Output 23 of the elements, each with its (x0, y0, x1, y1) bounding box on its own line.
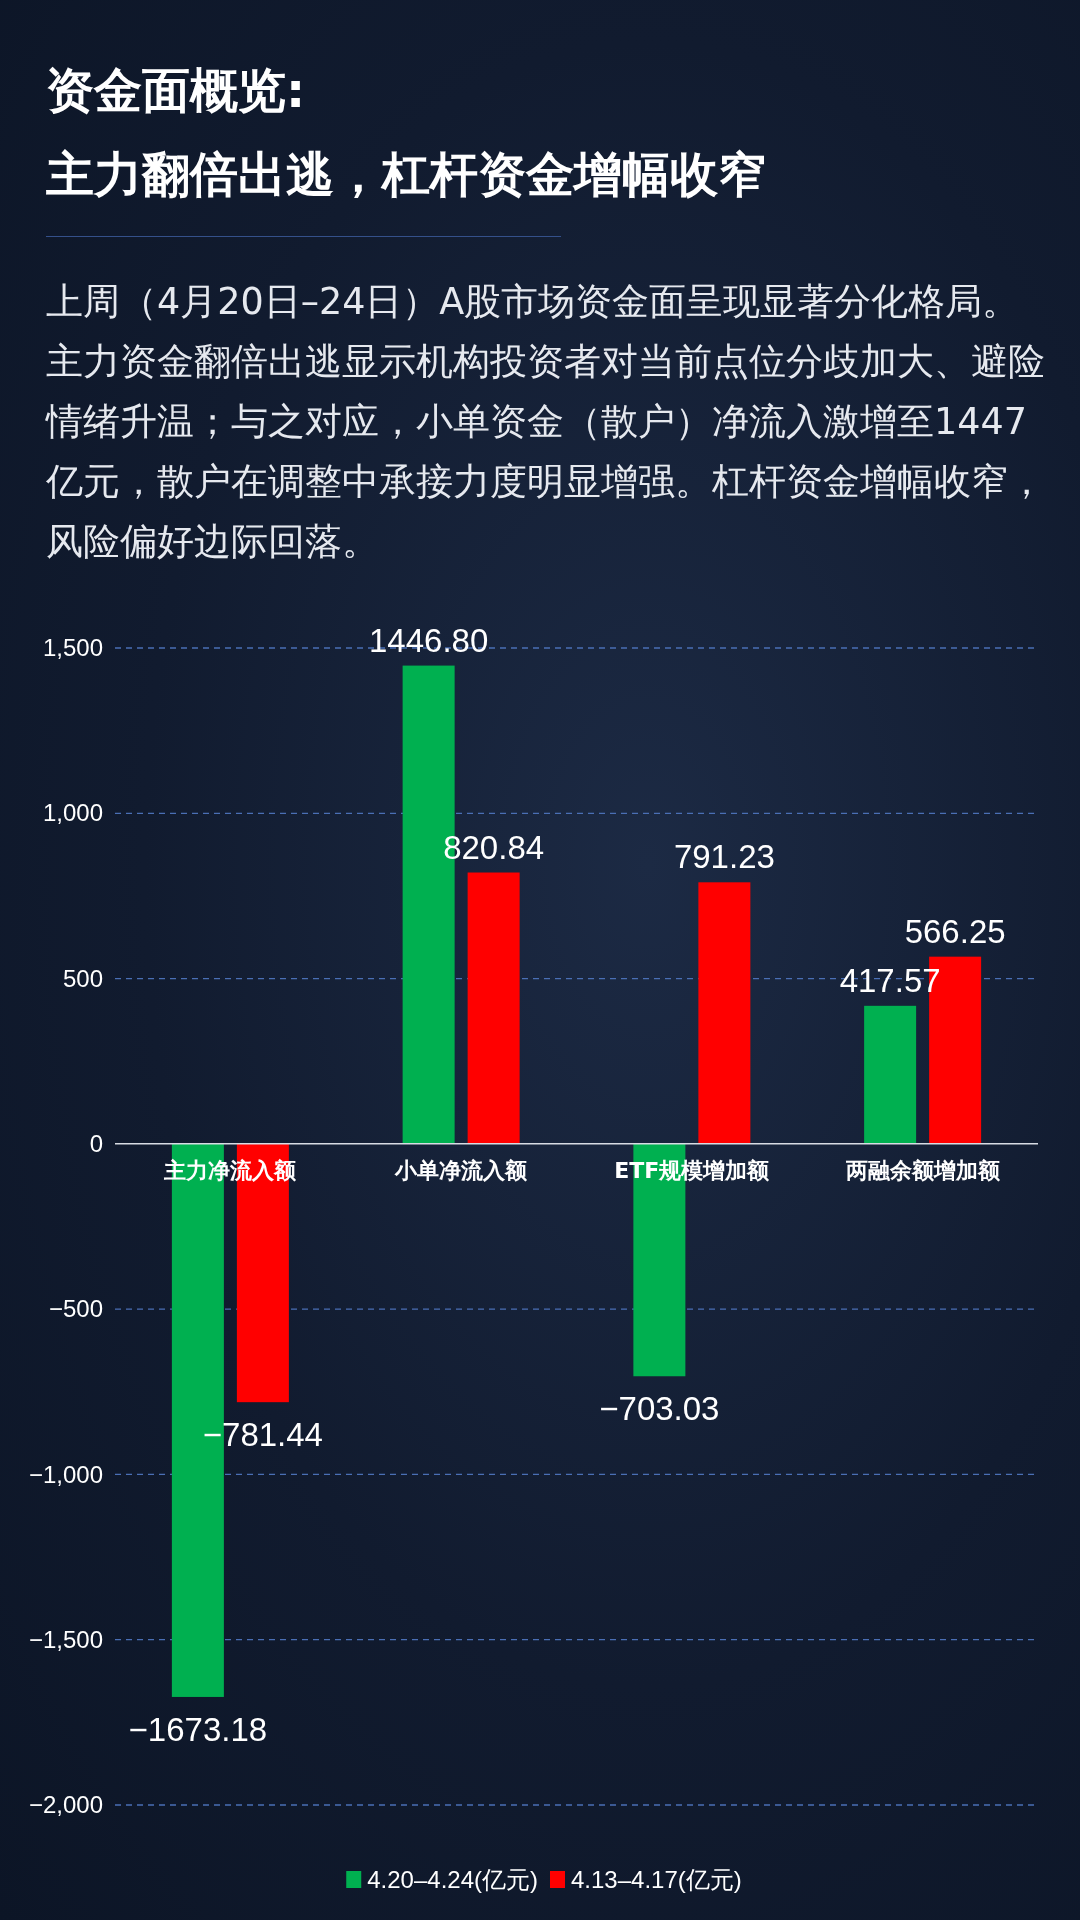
x-tick-label: 小单净流入额 (394, 1157, 529, 1183)
y-tick-label: −2,000 (28, 1791, 103, 1819)
bar (698, 882, 751, 1144)
bar (467, 872, 520, 1144)
y-tick-label: 0 (89, 1130, 103, 1158)
legend-label: 4.13–4.17(亿元) (571, 1866, 742, 1893)
data-label: 566.25 (904, 912, 1006, 950)
chart-subtitle: 主力翻倍出逃，杠杆资金增幅收窄 (46, 145, 766, 204)
data-label: −1673.18 (128, 1710, 268, 1748)
y-tick-label: −1,500 (28, 1625, 103, 1653)
text: 上周（4月20日–24日）A股市场资金面呈现显著分化格局。主力资金翻倍出逃显示机构投资者对当前点位分歧加大、避险情绪升温；与之对应，小单资金（散户）净流入激增至1447亿元，散户在调整中承接力度明显增强。杠杆资金增幅收窄，风险偏好边际回落。 (46, 279, 1046, 565)
y-tick-label: −500 (48, 1295, 103, 1323)
y-tick-label: −1,000 (28, 1460, 103, 1488)
y-tick-label: 1,000 (42, 799, 103, 827)
y-tick-label: 500 (62, 964, 103, 992)
data-label: −703.03 (599, 1390, 720, 1428)
data-label: 1446.80 (368, 621, 489, 659)
data-label: 791.23 (673, 838, 775, 876)
bar (864, 1005, 917, 1144)
y-tick-label: 1,500 (42, 634, 103, 662)
legend-label: 4.20–4.24(亿元) (367, 1866, 538, 1893)
chart-title: 资金面概览: (46, 61, 307, 120)
x-tick-label: 两融余额增加额 (844, 1157, 1001, 1183)
